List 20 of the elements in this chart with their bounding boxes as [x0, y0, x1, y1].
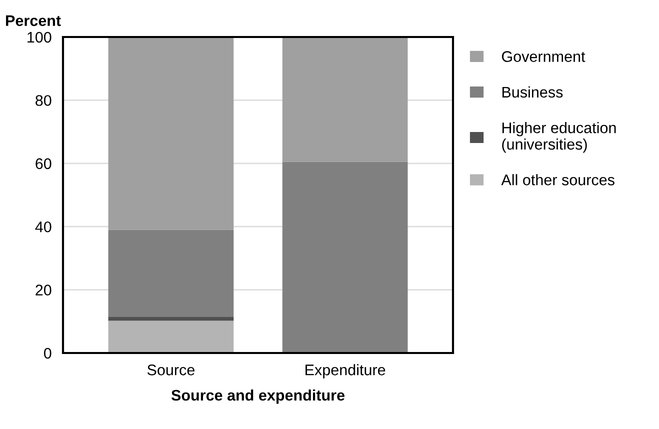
- legend-label: Government: [502, 51, 586, 62]
- y-tick-label: 60: [36, 158, 52, 170]
- bar: [108, 316, 234, 321]
- bar: [282, 162, 408, 353]
- y-axis-title: Percent: [6, 15, 61, 26]
- legend-label: Business: [502, 86, 563, 98]
- x-tick-label: Expenditure: [306, 364, 386, 378]
- bar: [108, 230, 234, 317]
- x-axis-title: Source and expenditure: [171, 389, 345, 404]
- x-tick-label: Source: [147, 364, 194, 376]
- y-tick-label: 100: [28, 32, 52, 43]
- y-tick-label: 20: [36, 284, 52, 296]
- bar: [108, 37, 234, 230]
- bar: [282, 37, 408, 162]
- y-tick-label: 0: [44, 348, 52, 359]
- bar: [108, 320, 234, 353]
- legend-label: Higher education (universities): [502, 122, 616, 153]
- y-tick-label: 80: [36, 95, 52, 106]
- legend-label: All other sources: [501, 174, 614, 186]
- y-tick-label: 40: [35, 221, 52, 232]
